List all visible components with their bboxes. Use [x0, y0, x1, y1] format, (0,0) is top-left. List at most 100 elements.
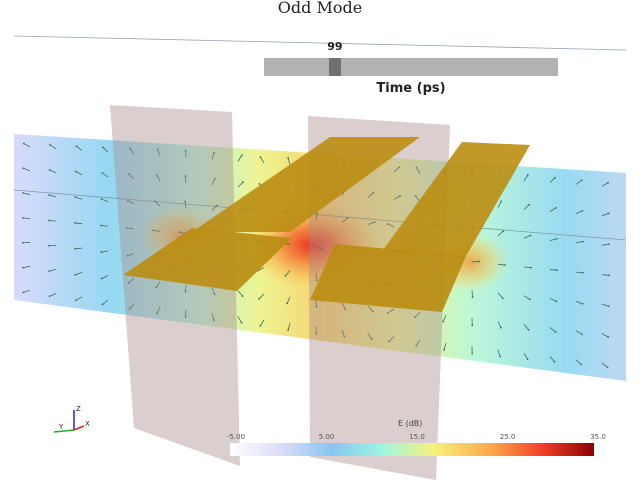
colorbar-tick-label: 5.00: [318, 433, 335, 441]
field-vector-arrow: [601, 182, 609, 187]
field-vector-arrow: [257, 267, 265, 272]
field-vector-arrowhead: [156, 148, 159, 151]
field-vector-arrow: [102, 299, 109, 305]
microstrip-right-back: [383, 142, 530, 258]
field-vector-arrowhead: [48, 169, 51, 171]
microstrip-left-back: [192, 137, 420, 232]
field-vector-arrowhead: [343, 335, 346, 338]
field-vector-arrowhead: [48, 270, 51, 273]
field-vector-arrow: [287, 323, 291, 331]
field-vector-arrowhead: [373, 221, 376, 224]
field-vector-arrow: [575, 330, 583, 335]
time-slider[interactable]: [264, 58, 558, 76]
time-slider-handle[interactable]: [328, 58, 341, 76]
field-vector-arrowhead: [101, 171, 104, 174]
field-vector-arrowhead: [556, 269, 558, 272]
field-vector-arrow: [549, 356, 555, 363]
field-vector-arrowhead: [371, 310, 374, 313]
field-vector-arrow: [315, 273, 318, 281]
field-vector-arrow: [315, 299, 317, 307]
field-vector-arrow: [102, 147, 109, 153]
field-vector-arrow: [156, 306, 161, 314]
field-vector-arrowhead: [344, 308, 347, 311]
field-vector-arrow: [393, 195, 401, 200]
field-vector-arrowhead: [580, 363, 583, 366]
field-vector-arrow: [549, 298, 557, 302]
field-vector-arrowhead: [316, 279, 318, 282]
field-vector-arrowhead: [22, 192, 25, 194]
field-vector-arrowhead: [582, 271, 584, 274]
field-vector-arrowhead: [126, 199, 129, 202]
field-vector-arrow: [601, 274, 610, 276]
field-vector-arrow: [49, 194, 57, 198]
field-vector-arrowhead: [606, 366, 609, 369]
field-vector-arrow: [126, 227, 135, 230]
field-vector-arrow: [341, 217, 348, 223]
field-vector-arrowhead: [213, 177, 216, 180]
field-vector-arrow: [523, 174, 529, 182]
field-vector-arrowhead: [471, 324, 474, 327]
field-vector-arrowhead: [74, 273, 77, 276]
field-vector-arrow: [22, 217, 31, 219]
field-vector-arrow: [129, 148, 135, 155]
field-vector-arrowhead: [529, 234, 532, 237]
field-vector-arrowhead: [504, 264, 506, 266]
field-vector-arrowhead: [526, 174, 529, 176]
field-vector-arrowhead: [478, 260, 480, 263]
field-vector-arrowhead: [49, 144, 52, 146]
field-vector-arrow: [523, 235, 531, 239]
field-vector-arrowhead: [184, 290, 187, 293]
field-vector-arrow: [601, 212, 609, 217]
field-vector-arrow: [286, 296, 291, 304]
field-vector-arrowhead: [100, 198, 103, 200]
field-vector-arrow: [259, 319, 265, 327]
field-vector-arrow: [497, 292, 503, 299]
field-vector-arrowhead: [370, 338, 373, 341]
colorbar-tick-label: -5.00: [226, 433, 246, 441]
time-slider-value: 99: [327, 40, 343, 53]
colorbar-tick-label: 25.0: [499, 433, 516, 441]
field-vector-arrowhead: [213, 151, 215, 154]
field-vector-arrow: [549, 207, 557, 212]
field-vector-arrow: [237, 155, 243, 162]
field-vector-arrowhead: [580, 333, 583, 336]
field-vector-arrow: [101, 198, 109, 202]
field-vector-arrow: [156, 174, 161, 182]
field-vector-arrowhead: [284, 274, 287, 277]
field-vector-arrow: [601, 333, 609, 338]
field-vector-arrowhead: [502, 230, 505, 233]
field-vector-arrowhead: [155, 286, 158, 289]
field-vector-arrowhead: [372, 191, 375, 194]
axes-triad-icon[interactable]: Z Y X: [46, 402, 96, 438]
field-vector-arrowhead: [241, 295, 244, 297]
field-vector-arrow: [387, 308, 395, 314]
field-vector-arrowhead: [184, 200, 186, 203]
field-vector-arrow: [415, 339, 421, 346]
field-vector-arrow: [443, 343, 447, 351]
field-vector-arrow: [523, 204, 530, 210]
field-vector-arrow: [601, 362, 608, 368]
field-vector-arrowhead: [471, 352, 474, 355]
field-vector-arrowhead: [608, 274, 610, 277]
field-vector-arrowhead: [315, 332, 318, 335]
field-vector-arrowhead: [414, 316, 416, 319]
colorbar-tick-label: 15.0: [409, 433, 425, 441]
field-vector-arrow: [48, 244, 57, 247]
field-vector-arrowhead: [286, 302, 289, 305]
field-vector-arrow: [575, 179, 582, 185]
field-vector-arrow: [157, 149, 161, 157]
field-vector-arrow: [237, 181, 244, 188]
field-vector-arrowhead: [321, 248, 324, 251]
field-vector-arrow: [523, 352, 528, 360]
field-vector-arrowhead: [526, 358, 529, 361]
field-vector-arrowhead: [242, 181, 244, 184]
colorbar-tick-label: 35.0: [590, 433, 606, 441]
field-vector-arrow: [416, 167, 421, 174]
field-vector-arrow: [575, 210, 583, 215]
field-vector-arrowhead: [212, 319, 215, 322]
field-vector-arrowhead: [101, 303, 104, 306]
field-vector-arrow: [367, 333, 373, 340]
field-vector-arrow: [211, 178, 216, 186]
field-vector-arrow: [100, 225, 109, 227]
